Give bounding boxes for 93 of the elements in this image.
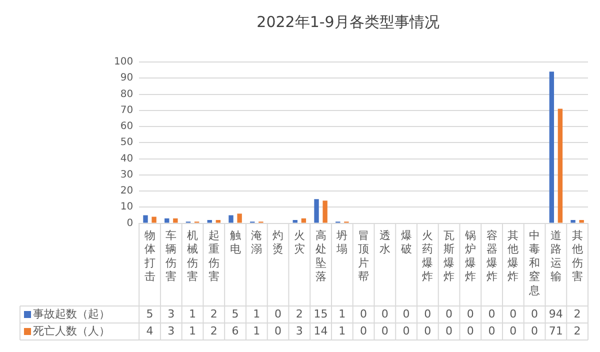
x-tick-label: 高处坠落 — [315, 228, 326, 284]
y-tick-label: 40 — [120, 153, 134, 164]
bar — [173, 218, 178, 223]
x-tick-label: 爆破 — [400, 228, 412, 256]
data-label: 0 — [488, 307, 496, 320]
data-label: 0 — [274, 324, 282, 338]
y-tick-label: 60 — [120, 121, 134, 132]
bar — [164, 218, 170, 223]
data-label: 1 — [338, 307, 346, 320]
x-tick-label: 灼烫 — [272, 228, 284, 256]
bar — [301, 218, 306, 223]
data-label: 0 — [531, 324, 538, 338]
data-label: 0 — [488, 324, 496, 338]
bar — [143, 215, 148, 223]
y-tick-label: 90 — [120, 72, 134, 84]
x-tick-label: 其他伤害 — [572, 228, 583, 284]
x-tick-label: 瓦斯爆炸 — [444, 228, 455, 284]
y-tick-label: 80 — [120, 88, 134, 100]
data-label: 0 — [446, 324, 453, 338]
x-tick-label: 机械伤害 — [187, 228, 198, 284]
data-label: 0 — [360, 324, 368, 338]
y-tick-label: 10 — [120, 202, 134, 213]
data-label: 3 — [168, 324, 175, 338]
data-label: 14 — [314, 324, 328, 338]
data-label: 0 — [510, 307, 517, 320]
bar — [152, 216, 156, 223]
y-tick-label: 100 — [114, 56, 134, 68]
bar — [207, 220, 212, 223]
data-label: 0 — [274, 307, 282, 320]
x-tick-label: 坍塌 — [336, 228, 348, 256]
x-tick-label: 火灾 — [294, 228, 305, 256]
data-label: 1 — [253, 324, 260, 338]
x-tick-label: 触电 — [230, 228, 241, 256]
y-tick-label: 20 — [120, 186, 134, 197]
x-tick-label: 火药爆炸 — [422, 228, 434, 284]
y-tick-label: 70 — [120, 104, 134, 116]
data-label: 2 — [574, 307, 581, 320]
legend-label: 事故起数（起） — [33, 307, 110, 320]
data-label: 71 — [548, 324, 563, 338]
data-label: 0 — [424, 307, 432, 320]
data-label: 0 — [466, 324, 474, 338]
data-label: 0 — [466, 307, 474, 320]
bar — [216, 220, 221, 223]
bar — [292, 220, 298, 223]
data-label: 2 — [574, 324, 581, 338]
x-tick-label: 容器爆炸 — [486, 228, 498, 284]
data-label: 0 — [402, 324, 410, 338]
data-label: 15 — [314, 307, 328, 320]
data-label: 0 — [402, 307, 410, 320]
data-label: 5 — [232, 307, 239, 320]
data-label: 1 — [189, 324, 196, 338]
chart-title: 2022年1-9月各类型事情况 — [256, 12, 440, 31]
y-tick-label: 30 — [120, 169, 134, 180]
x-tick-label: 其他爆炸 — [508, 228, 519, 284]
data-label: 94 — [548, 307, 563, 320]
data-label: 5 — [146, 307, 154, 320]
data-label: 2 — [210, 307, 218, 320]
legend-label: 死亡人数（人） — [33, 324, 110, 338]
y-tick-label: 0 — [126, 218, 134, 229]
x-tick-label: 锅炉爆炸 — [464, 228, 476, 284]
bar — [570, 220, 576, 223]
bar — [237, 214, 242, 223]
data-label: 0 — [510, 324, 517, 338]
bar — [314, 199, 319, 223]
x-tick-label: 物体打击 — [143, 228, 156, 284]
x-tick-label: 中毒和窒息 — [528, 228, 540, 297]
bar — [228, 215, 234, 223]
bar — [549, 72, 554, 223]
data-label: 0 — [381, 307, 388, 320]
bar — [558, 108, 563, 223]
data-label: 1 — [338, 324, 346, 338]
data-label: 1 — [253, 307, 260, 320]
data-label: 0 — [360, 307, 368, 320]
x-tick-label: 道路运输 — [550, 228, 562, 284]
x-tick-label: 冒顶片帮 — [358, 228, 370, 284]
data-label: 4 — [146, 324, 154, 338]
bar — [322, 200, 328, 223]
bar — [579, 220, 584, 223]
x-tick-label: 淹溺 — [251, 228, 262, 256]
data-label: 6 — [232, 324, 239, 338]
data-label: 0 — [446, 307, 453, 320]
data-label: 3 — [168, 307, 175, 320]
x-tick-label: 起重伤害 — [208, 228, 220, 284]
data-label: 0 — [531, 307, 538, 320]
data-label: 2 — [296, 307, 303, 320]
data-label: 0 — [381, 324, 388, 338]
x-tick-label: 车辆伤害 — [166, 228, 177, 284]
y-tick-label: 50 — [120, 137, 134, 148]
data-label: 0 — [424, 324, 432, 338]
data-label: 1 — [189, 307, 196, 320]
x-tick-label: 透水 — [379, 228, 390, 256]
data-label: 3 — [296, 324, 303, 338]
data-label: 2 — [210, 324, 218, 338]
